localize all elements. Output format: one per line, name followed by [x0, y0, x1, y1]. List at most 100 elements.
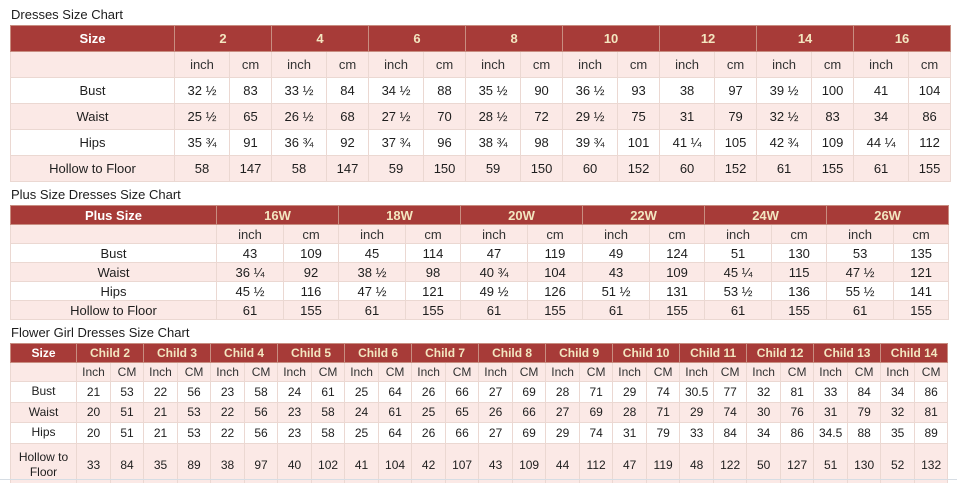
unit-label-cell: cm — [520, 51, 564, 78]
measurement-value-cell: 31 — [813, 401, 849, 424]
measurement-value-cell: 53 ½ — [704, 281, 773, 301]
measurement-value-cell: 61 — [216, 300, 284, 320]
measurement-value-cell: 141 — [893, 281, 950, 301]
unit-label-cell: Inch — [143, 362, 179, 382]
measurement-value-cell: 65 — [445, 401, 480, 424]
unit-label-cell: CM — [780, 362, 815, 382]
measurement-value-cell: 29 — [545, 422, 581, 444]
measurement-value-cell: 147 — [228, 155, 273, 182]
measurement-label-cell: Waist — [10, 401, 77, 424]
size-header-cell: 10 — [562, 25, 661, 52]
measurement-value-cell: 71 — [646, 401, 681, 424]
size-header-cell: 14 — [756, 25, 855, 52]
measurement-value-cell: 92 — [282, 262, 340, 282]
measurement-value-cell: 51 — [109, 401, 145, 424]
measurement-value-cell: 38 ½ — [338, 262, 407, 282]
measurement-value-cell: 43 — [216, 243, 284, 263]
measurement-value-cell: 40 ¾ — [460, 262, 529, 282]
measurement-value-cell: 69 — [579, 401, 614, 424]
measurement-value-cell: 33 ½ — [271, 77, 328, 104]
measurement-value-cell: 56 — [244, 422, 279, 444]
unit-label-cell: CM — [177, 362, 212, 382]
measurement-value-cell: 109 — [811, 129, 855, 156]
measurement-value-cell: 47 — [612, 442, 648, 483]
measurement-value-cell: 39 ¾ — [562, 129, 619, 156]
unit-label-cell: cm — [908, 51, 952, 78]
unit-label-cell: cm — [282, 224, 340, 244]
measurement-value-cell: 68 — [326, 103, 370, 130]
measurement-value-cell: 97 — [244, 442, 279, 483]
measurement-value-cell: 43 — [478, 442, 514, 483]
chart-section: Dresses Size Chart Size 2 4 6 8 10 12 14 16 inch cm… — [10, 7, 952, 182]
unit-header-row: inch cm inch cm inch cm inch cm inch cm inch cm inch… — [10, 51, 952, 78]
unit-label-cell: inch — [562, 51, 619, 78]
measurement-value-cell: 101 — [617, 129, 661, 156]
measurement-value-cell: 34 — [853, 103, 910, 130]
measurement-value-cell: 36 ¼ — [216, 262, 284, 282]
measurement-value-cell: 83 — [811, 103, 855, 130]
measurement-value-cell: 29 ½ — [562, 103, 619, 130]
measurement-value-cell: 155 — [649, 300, 706, 320]
measurement-value-cell: 84 — [847, 381, 882, 403]
measurement-value-cell: 51 — [813, 442, 849, 483]
measurement-value-cell: 21 — [76, 381, 111, 403]
unit-label-cell: Inch — [612, 362, 648, 382]
measurement-value-cell: 29 — [679, 401, 715, 424]
measurement-value-cell: 51 ½ — [582, 281, 651, 301]
measurement-value-cell: 23 — [277, 422, 313, 444]
unit-label-cell: Inch — [478, 362, 514, 382]
measurement-value-cell: 61 — [378, 401, 413, 424]
measurement-value-cell: 53 — [109, 381, 145, 403]
measurement-value-cell: 23 — [210, 381, 246, 403]
measurement-value-cell: 50 — [746, 442, 782, 483]
measurement-value-cell: 61 — [311, 381, 346, 403]
measurement-value-cell: 34 — [746, 422, 782, 444]
measurement-value-cell: 116 — [282, 281, 340, 301]
measurement-value-cell: 121 — [893, 262, 950, 282]
measurement-value-cell: 22 — [210, 401, 246, 424]
measurement-value-cell: 89 — [914, 422, 949, 444]
measurement-value-cell: 155 — [908, 155, 952, 182]
measurement-value-cell: 44 ¼ — [853, 129, 910, 156]
chart-sections: Dresses Size Chart Size 2 4 6 8 10 12 14 16 inch cm… — [10, 7, 952, 483]
measurement-value-cell: 96 — [423, 129, 467, 156]
measurement-value-cell: 25 — [411, 401, 447, 424]
size-header-cell: Child 6 — [344, 343, 413, 363]
unit-label-cell: inch — [853, 51, 910, 78]
measurement-value-cell: 84 — [713, 422, 748, 444]
unit-label-cell: Inch — [679, 362, 715, 382]
unit-label-cell: cm — [811, 51, 855, 78]
measurement-value-cell: 86 — [914, 381, 949, 403]
measurement-value-cell: 86 — [908, 103, 952, 130]
measurement-value-cell: 44 — [545, 442, 581, 483]
measurement-value-cell: 64 — [378, 381, 413, 403]
measurement-value-cell: 127 — [780, 442, 815, 483]
measurement-value-cell: 109 — [512, 442, 547, 483]
measurement-value-cell: 42 ¾ — [756, 129, 813, 156]
measurement-row: Waist 36 ¼ 92 38 ½ 98 40 ¾ 104 43 109 45 ¼ 115 47 ½… — [10, 262, 950, 282]
measurement-value-cell: 88 — [423, 77, 467, 104]
measurement-value-cell: 58 — [174, 155, 230, 182]
measurement-value-cell: 24 — [277, 381, 313, 403]
size-header-cell: 16W — [215, 205, 340, 225]
measurement-row: Bust 21 53 22 56 23 58 24 61 25 64 26 66 27 69 28 71 29 74… — [10, 381, 949, 403]
measurement-value-cell: 91 — [228, 129, 273, 156]
size-header-row: Plus Size 16W 18W 20W 22W 24W 26W — [10, 205, 950, 225]
measurement-value-cell: 126 — [527, 281, 584, 301]
measurement-value-cell: 74 — [713, 401, 748, 424]
unit-label-cell: inch — [338, 224, 407, 244]
measurement-value-cell: 34 ½ — [368, 77, 425, 104]
measurement-value-cell: 37 ¾ — [368, 129, 425, 156]
measurement-row: Waist 20 51 21 53 22 56 23 58 24 61 25 65 26 66 27 69 28 7… — [10, 401, 949, 424]
unit-label-cell: CM — [512, 362, 547, 382]
measurement-value-cell: 61 — [853, 155, 910, 182]
unit-label-cell: inch — [465, 51, 522, 78]
unit-label-cell: Inch — [411, 362, 447, 382]
measurement-value-cell: 84 — [109, 442, 145, 483]
measurement-value-cell: 52 — [880, 442, 916, 483]
measurement-value-cell: 21 — [143, 422, 179, 444]
measurement-value-cell: 155 — [811, 155, 855, 182]
measurement-value-cell: 155 — [771, 300, 828, 320]
measurement-value-cell: 119 — [527, 243, 584, 263]
